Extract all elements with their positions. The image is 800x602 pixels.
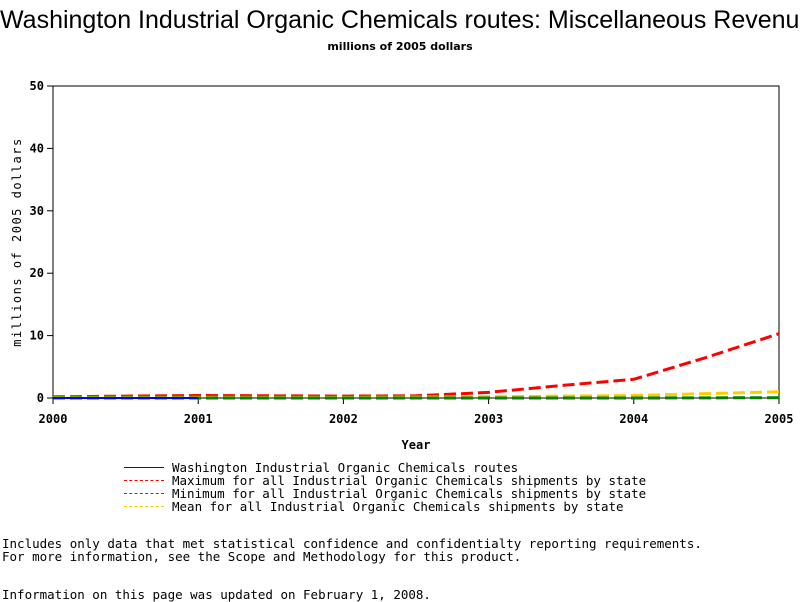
x-tick-label: 2002	[329, 412, 358, 426]
legend-label: Mean for all Industrial Organic Chemical…	[172, 499, 624, 514]
legend-item: Mean for all Industrial Organic Chemical…	[124, 500, 646, 513]
legend-swatch	[124, 480, 164, 481]
y-tick-label: 20	[30, 266, 44, 280]
legend-swatch	[124, 506, 164, 507]
legend-swatch	[124, 467, 164, 468]
y-tick-label: 0	[37, 391, 44, 405]
x-tick-label: 2004	[619, 412, 648, 426]
y-tick-label: 40	[30, 141, 44, 155]
plot-frame	[53, 86, 779, 398]
legend-swatch	[124, 493, 164, 494]
x-tick-label: 2001	[184, 412, 213, 426]
y-axis-label: millions of 2005 dollars	[10, 137, 24, 346]
series-layer	[53, 334, 779, 398]
legend: Washington Industrial Organic Chemicals …	[124, 461, 646, 513]
x-tick-label: 2005	[765, 412, 794, 426]
y-axis: 0 10 20 30 40 50	[30, 79, 53, 405]
series-line-1	[53, 334, 779, 397]
y-tick-label: 50	[30, 79, 44, 93]
x-axis-label: Year	[402, 438, 431, 452]
note-methodology: For more information, see the Scope and …	[2, 549, 521, 564]
y-tick-label: 10	[30, 329, 44, 343]
y-tick-label: 30	[30, 204, 44, 218]
x-tick-label: 2000	[39, 412, 68, 426]
x-axis: 2000 2001 2002 2003 2004 2005	[39, 398, 794, 426]
x-tick-label: 2003	[474, 412, 503, 426]
